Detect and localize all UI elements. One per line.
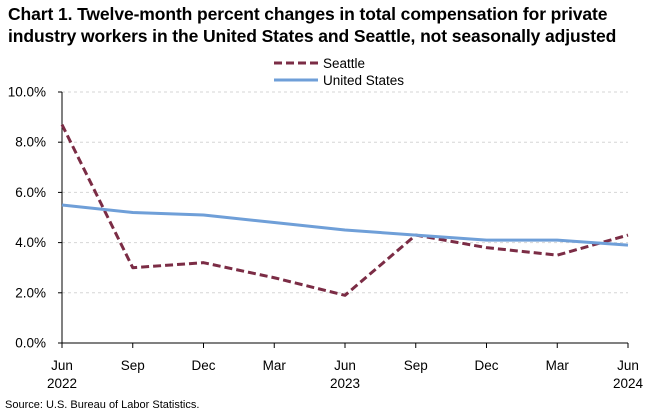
axes bbox=[58, 91, 629, 348]
y-tick-label-0: 0.0% bbox=[15, 336, 46, 351]
y-axis-labels: 0.0% 2.0% 4.0% 6.0% 8.0% 10.0% bbox=[8, 85, 46, 351]
y-tick-label-3: 6.0% bbox=[15, 185, 46, 200]
chart-title: Chart 1. Twelve-month percent changes in… bbox=[8, 3, 663, 47]
source-note: Source: U.S. Bureau of Labor Statistics. bbox=[5, 399, 200, 411]
x-tick-label-4: Jun bbox=[334, 358, 356, 373]
y-tick-label-2: 4.0% bbox=[15, 235, 46, 250]
legend-label-seattle: Seattle bbox=[323, 56, 365, 71]
series-line-seattle bbox=[60, 123, 629, 297]
legend-label-united-states: United States bbox=[323, 73, 404, 88]
x-tick-label-1: Sep bbox=[121, 358, 145, 373]
series-line-united-states bbox=[61, 203, 629, 247]
x-tick-label-0: Jun bbox=[51, 358, 73, 373]
x-tick-label-5: Sep bbox=[404, 358, 428, 373]
legend: Seattle United States bbox=[274, 56, 404, 88]
x-tick-label-7: Mar bbox=[546, 358, 570, 373]
x-tick-label-2: Dec bbox=[191, 358, 215, 373]
y-tick-label-1: 2.0% bbox=[15, 285, 46, 300]
x-year-label-2024: 2024 bbox=[613, 376, 644, 391]
x-tick-label-3: Mar bbox=[263, 358, 287, 373]
y-tick-label-4: 8.0% bbox=[15, 135, 46, 150]
x-axis-labels: Jun Sep Dec Mar Jun Sep Dec Mar Jun 2022 2023 2024 bbox=[47, 358, 644, 391]
chart-title-line-1: Chart 1. Twelve-month percent changes in… bbox=[8, 4, 608, 24]
grid-lines bbox=[62, 91, 628, 294]
data-series bbox=[60, 123, 629, 297]
y-tick-label-5: 10.0% bbox=[8, 85, 46, 100]
x-year-label-2023: 2023 bbox=[330, 376, 360, 391]
chart-title-line-2: industry workers in the United States an… bbox=[8, 26, 617, 46]
x-tick-label-6: Dec bbox=[474, 358, 498, 373]
x-tick-label-8: Jun bbox=[617, 358, 639, 373]
x-year-label-2022: 2022 bbox=[47, 376, 77, 391]
